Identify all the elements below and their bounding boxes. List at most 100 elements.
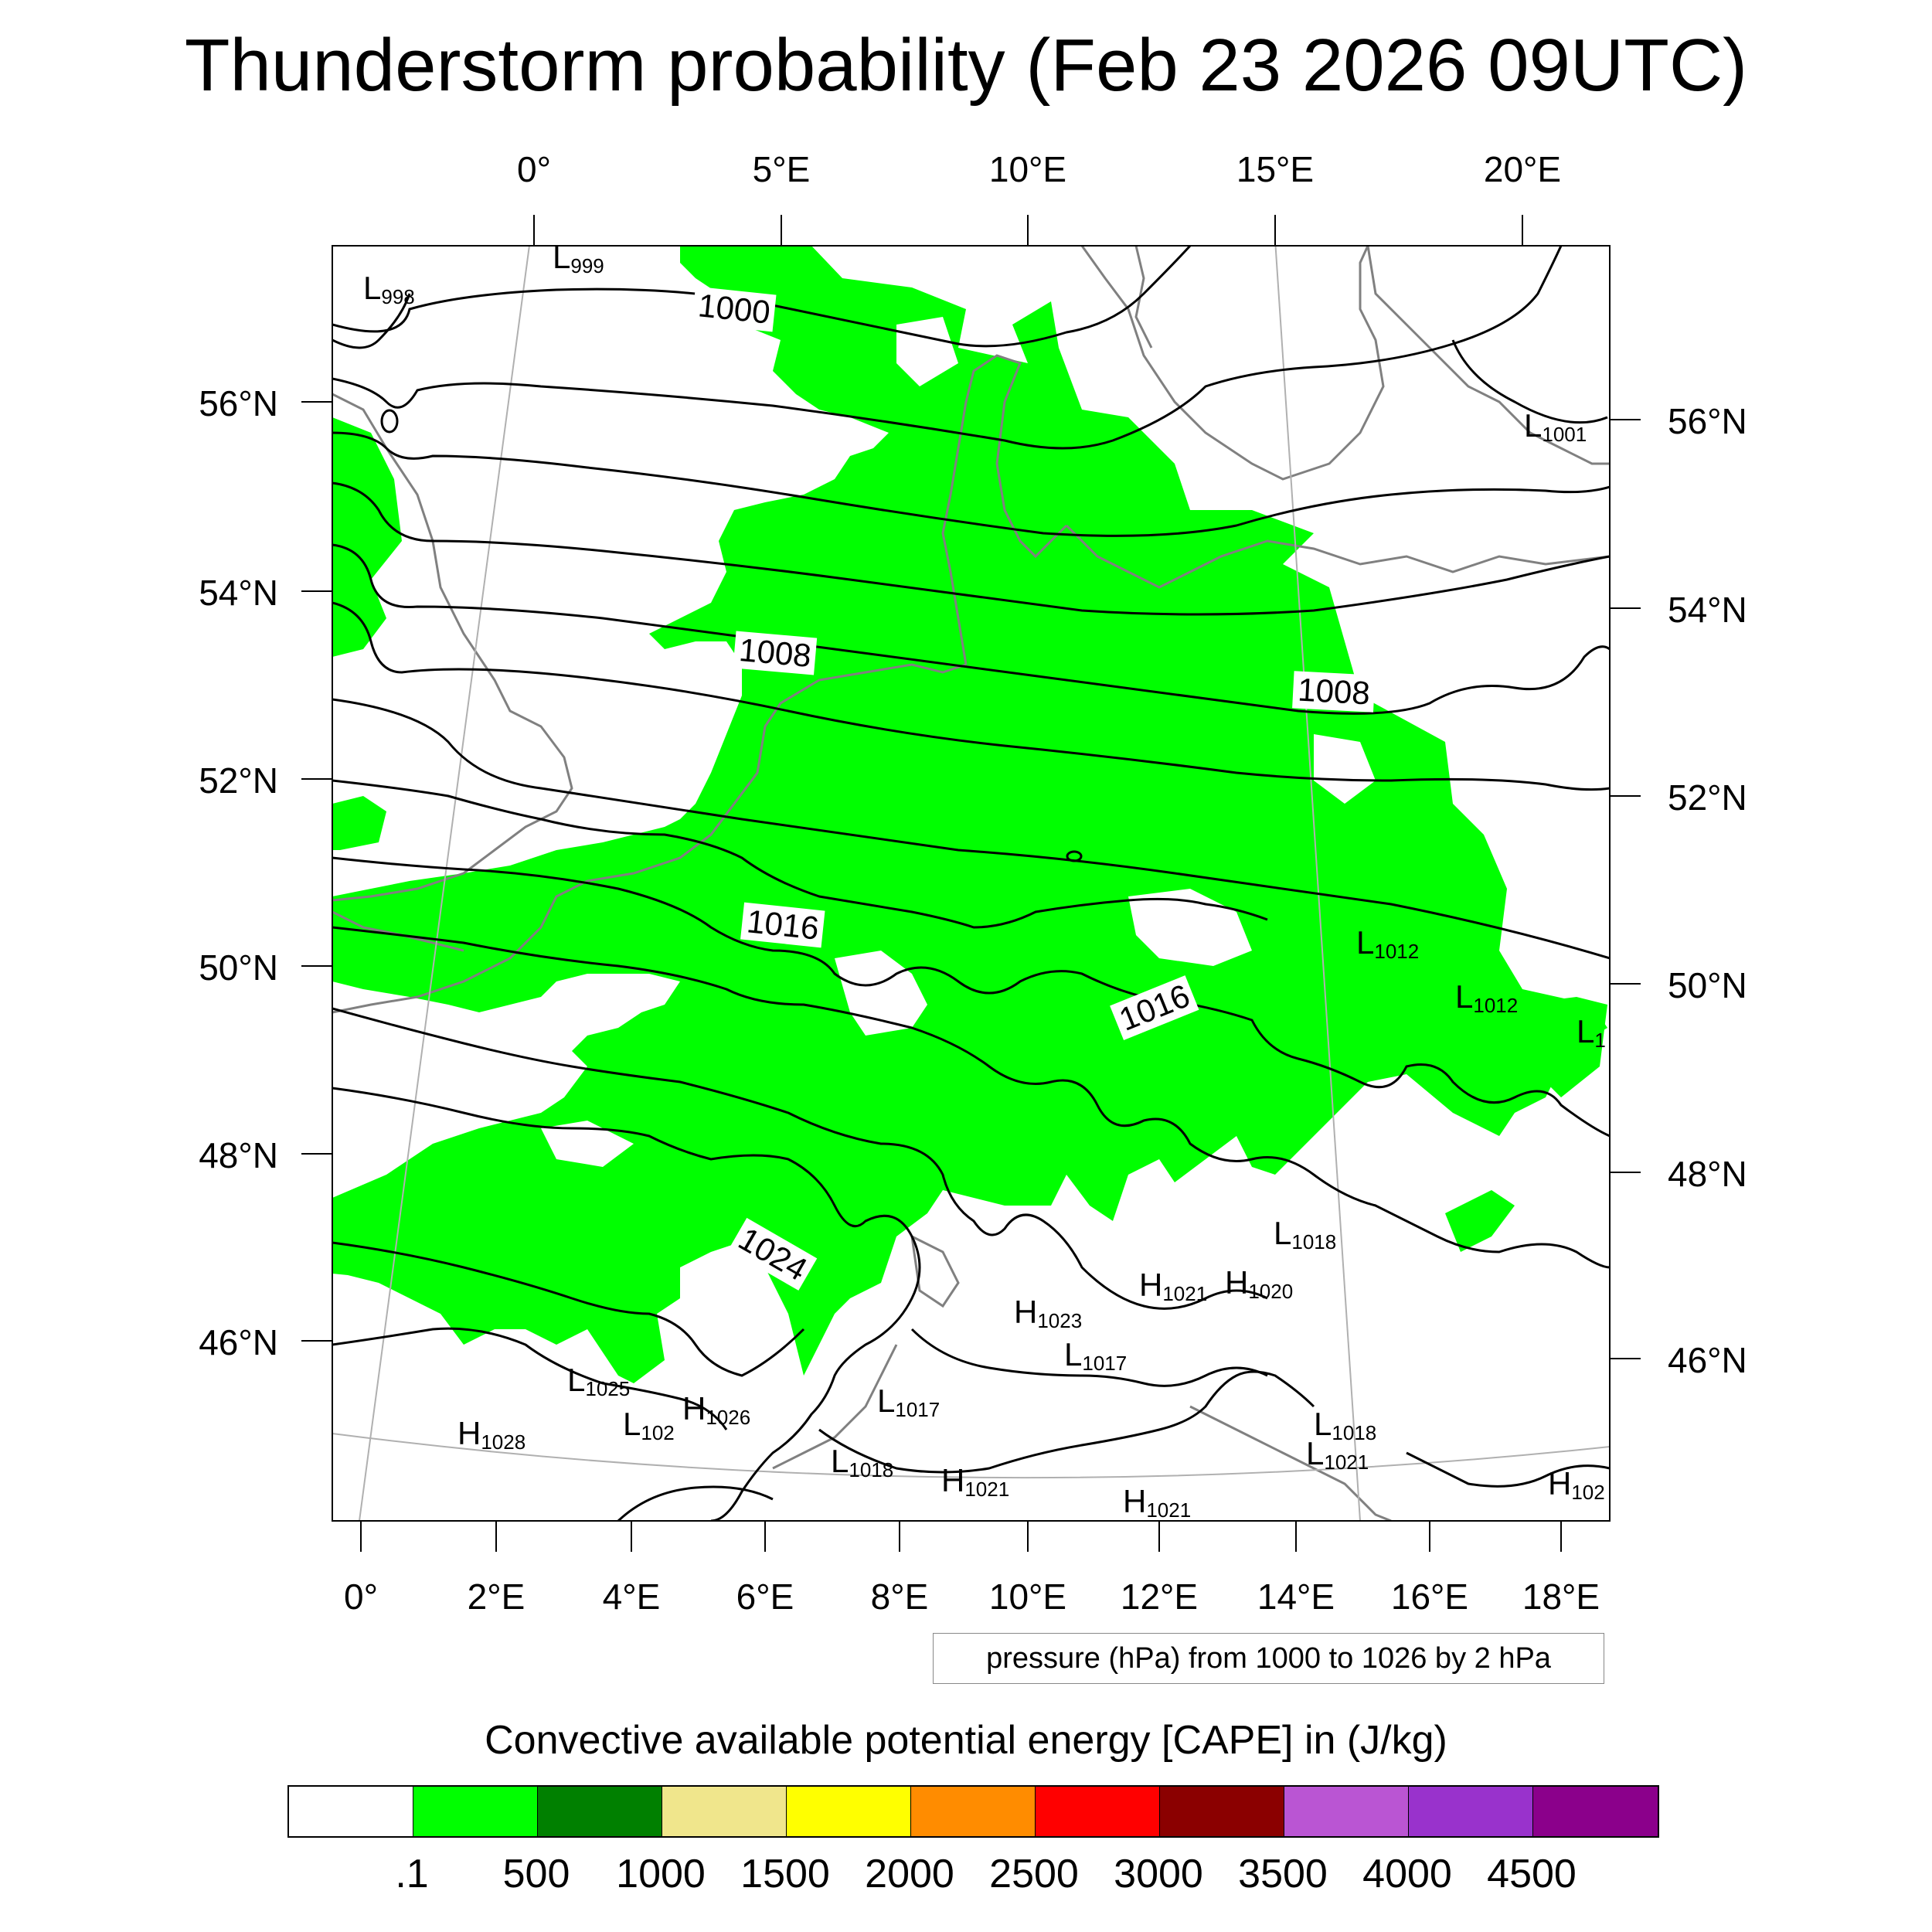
isobar-6 bbox=[332, 601, 1610, 791]
isobar-loop-1 bbox=[1066, 850, 1083, 862]
isobar-8 bbox=[332, 779, 1268, 929]
left-lat-48n: 48°N bbox=[199, 1135, 278, 1175]
pressure-center: H1023 bbox=[1014, 1294, 1083, 1333]
colorbar-level-label: 500 bbox=[502, 1852, 570, 1896]
cape-east-patch bbox=[1507, 997, 1607, 1097]
colorbar-swatch bbox=[1160, 1787, 1284, 1836]
colorbar-level-label: 4000 bbox=[1362, 1852, 1452, 1896]
coast-sweden-west bbox=[1134, 246, 1153, 349]
bottom-lon-0: 0° bbox=[344, 1577, 378, 1617]
cape-west-mid bbox=[332, 796, 386, 850]
bottom-lon-14e: 14°E bbox=[1257, 1577, 1335, 1617]
legend-title: Convective available potential energy [C… bbox=[485, 1718, 1447, 1763]
bottom-lon-6e: 6°E bbox=[736, 1577, 794, 1617]
isobar-3 bbox=[332, 431, 1610, 537]
colorbar-swatch bbox=[1533, 1787, 1658, 1836]
bottom-lon-2e: 2°E bbox=[467, 1577, 526, 1617]
pressure-center: L1017 bbox=[1064, 1336, 1128, 1376]
isobar-south-2 bbox=[1406, 1451, 1610, 1488]
tick-marks bbox=[301, 215, 1641, 1552]
pressure-center: L102 bbox=[623, 1406, 675, 1445]
isobar-11 bbox=[332, 1007, 1268, 1310]
colorbar-swatch bbox=[1284, 1787, 1409, 1836]
colorbar-swatch bbox=[1409, 1787, 1533, 1836]
colorbar-level-label: 3500 bbox=[1238, 1852, 1328, 1896]
colorbar-level-label: 3000 bbox=[1114, 1852, 1203, 1896]
colorbar-swatch bbox=[787, 1787, 911, 1836]
top-lon-5e: 5°E bbox=[752, 149, 811, 189]
coast-jutland bbox=[941, 354, 1068, 665]
tick-right bbox=[1610, 419, 1641, 1359]
cape-gap-4 bbox=[541, 1121, 634, 1167]
parallel-45n bbox=[332, 1433, 1610, 1479]
pressure-center: H102 bbox=[1548, 1465, 1605, 1505]
bottom-lon-16e: 16°E bbox=[1390, 1577, 1469, 1617]
isobar-16 bbox=[910, 1328, 1268, 1387]
cape-gap-3 bbox=[1314, 734, 1376, 804]
pressure-center: L1018 bbox=[831, 1443, 894, 1482]
colorbar-level-label: 1000 bbox=[616, 1852, 706, 1896]
bottom-lon-10e: 10°E bbox=[988, 1577, 1067, 1617]
pressure-center: H1028 bbox=[457, 1415, 526, 1454]
bottom-lon-12e: 12°E bbox=[1120, 1577, 1199, 1617]
coast-baltic-south bbox=[1065, 524, 1610, 589]
left-lat-50n: 50°N bbox=[199, 947, 278, 988]
colorbar-swatch bbox=[1036, 1787, 1160, 1836]
isobar-label-1008-east: 1008 bbox=[1292, 671, 1376, 713]
colorbar-swatch bbox=[911, 1787, 1036, 1836]
top-lon-10e: 10°E bbox=[988, 149, 1067, 189]
isobar-4 bbox=[332, 481, 1610, 616]
colorbar-level-label: 2500 bbox=[989, 1852, 1079, 1896]
isobar-5 bbox=[332, 543, 1610, 715]
pressure-center: L999 bbox=[553, 239, 604, 278]
coastlines bbox=[332, 246, 1610, 1521]
isobar-7 bbox=[332, 698, 1610, 960]
pressure-center: L998 bbox=[363, 270, 415, 309]
pressure-center: H1021 bbox=[941, 1462, 1010, 1502]
pressure-center: L1018 bbox=[1274, 1215, 1337, 1254]
cape-gap-1 bbox=[1128, 889, 1252, 966]
tick-left bbox=[301, 401, 332, 1342]
colorbar-swatch bbox=[413, 1787, 538, 1836]
coast-sweden-east bbox=[1366, 246, 1610, 465]
bottom-lon-4e: 4°E bbox=[602, 1577, 661, 1617]
pressure-center: H1021 bbox=[1123, 1483, 1192, 1522]
tick-top bbox=[533, 215, 1523, 246]
isobar-15 bbox=[818, 1370, 1315, 1474]
coast-adriatic bbox=[1189, 1405, 1392, 1521]
pressure-center: L1025 bbox=[567, 1362, 631, 1401]
colorbar bbox=[287, 1785, 1659, 1838]
isobars bbox=[332, 246, 1610, 1521]
colorbar-swatch bbox=[538, 1787, 662, 1836]
pressure-center: H1026 bbox=[682, 1390, 751, 1430]
right-lat-46n: 46°N bbox=[1668, 1340, 1747, 1380]
colorbar-level-label: .1 bbox=[395, 1852, 429, 1896]
colorbar-level-label: 1500 bbox=[740, 1852, 830, 1896]
chart-title: Thunderstorm probability (Feb 23 2026 09… bbox=[184, 24, 1748, 107]
top-lon-15e: 15°E bbox=[1236, 149, 1315, 189]
right-lat-50n: 50°N bbox=[1668, 965, 1747, 1005]
meridian-15e bbox=[1274, 246, 1361, 1521]
pressure-center: L1012 bbox=[1356, 924, 1420, 964]
bottom-lon-18e: 18°E bbox=[1522, 1577, 1600, 1617]
isobar-9 bbox=[332, 856, 1610, 1138]
pressure-center: L1021 bbox=[1306, 1435, 1369, 1475]
contour-caption: pressure (hPa) from 1000 to 1026 by 2 hP… bbox=[933, 1633, 1604, 1684]
right-lat-52n: 52°N bbox=[1668, 777, 1747, 818]
right-lat-56n: 56°N bbox=[1668, 401, 1747, 441]
bottom-lon-8e: 8°E bbox=[870, 1577, 929, 1617]
isobar-label-1008-west: 1008 bbox=[733, 631, 818, 675]
pressure-center: L1 bbox=[1577, 1013, 1606, 1053]
cape-main-region bbox=[332, 246, 1607, 1383]
top-lon-0: 0° bbox=[517, 149, 551, 189]
isobar-south-1 bbox=[617, 1485, 774, 1521]
colorbar-swatch bbox=[289, 1787, 413, 1836]
isobar-10 bbox=[332, 926, 1610, 1269]
isobar-l1001 bbox=[1451, 339, 1608, 424]
coast-italy-north bbox=[772, 1344, 898, 1470]
isobar-14 bbox=[332, 1327, 728, 1430]
coast-britain-east bbox=[332, 393, 573, 902]
isobar-l998 bbox=[332, 293, 411, 349]
colorbar-swatch bbox=[662, 1787, 787, 1836]
